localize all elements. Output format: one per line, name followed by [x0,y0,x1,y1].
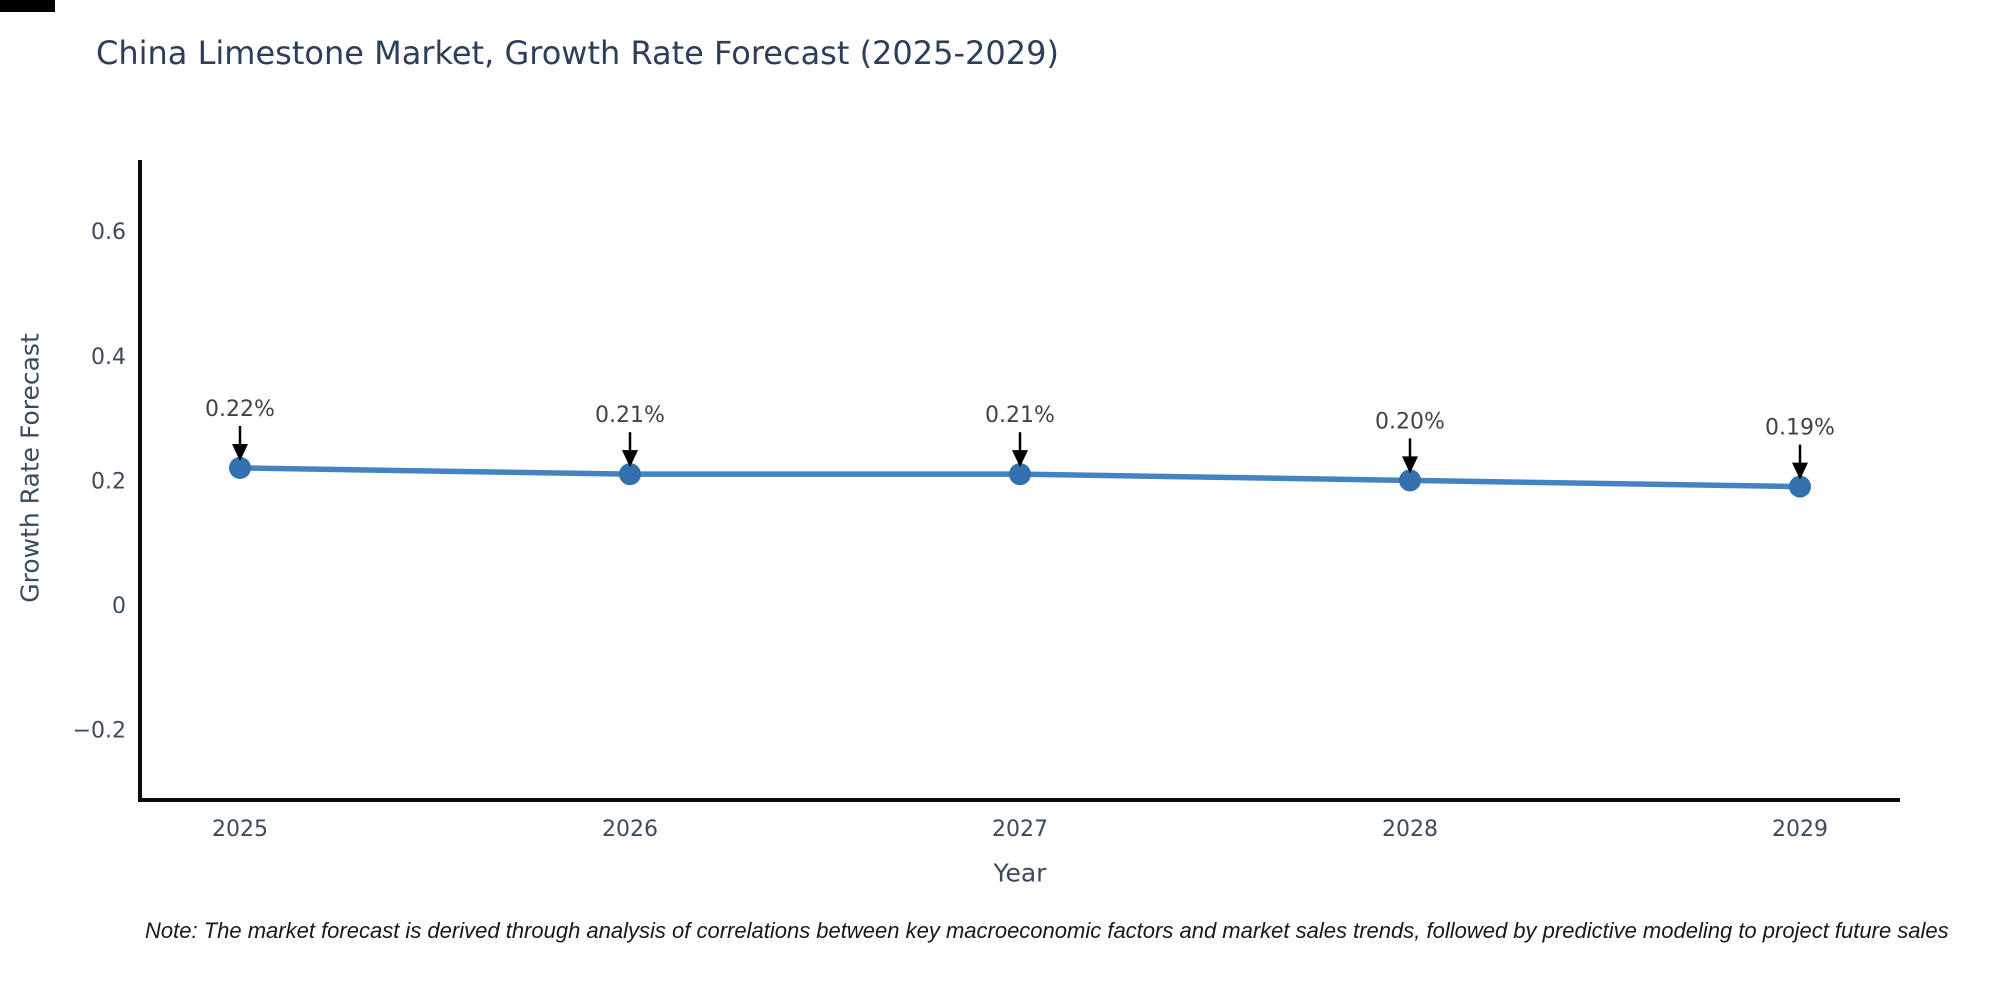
x-tick-label: 2026 [602,817,658,842]
annotation-arrowhead-icon [622,450,638,468]
y-tick-label: 0.2 [91,469,126,494]
annotation-arrowhead-icon [1402,456,1418,474]
point-value-label: 0.20% [1375,409,1445,434]
point-value-label: 0.21% [595,403,665,428]
x-tick-label: 2025 [212,817,268,842]
data-point-2026 [619,463,641,486]
data-point-2027 [1009,463,1031,486]
y-tick-label: 0.6 [91,220,126,245]
data-point-2028 [1399,469,1421,492]
x-axis-title: Year [993,858,1047,888]
chart-footnote: Note: The market forecast is derived thr… [145,918,1949,943]
y-tick-label: 0 [112,594,126,619]
point-value-label: 0.19% [1765,416,1835,441]
y-tick-label: 0.4 [91,345,126,370]
y-tick-label: −0.2 [73,719,126,744]
annotation-arrowhead-icon [1792,462,1808,480]
chart-title: China Limestone Market, Growth Rate Fore… [96,34,1059,72]
point-value-label: 0.21% [985,403,1055,428]
annotation-arrowhead-icon [232,443,248,461]
data-point-2025 [229,456,251,479]
x-tick-label: 2027 [992,817,1048,842]
x-tick-label: 2029 [1772,817,1828,842]
x-tick-label: 2028 [1382,817,1438,842]
black-corner-mark [0,0,55,12]
annotation-arrowhead-icon [1012,450,1028,468]
data-point-2029 [1789,475,1811,498]
point-value-label: 0.22% [205,397,275,422]
